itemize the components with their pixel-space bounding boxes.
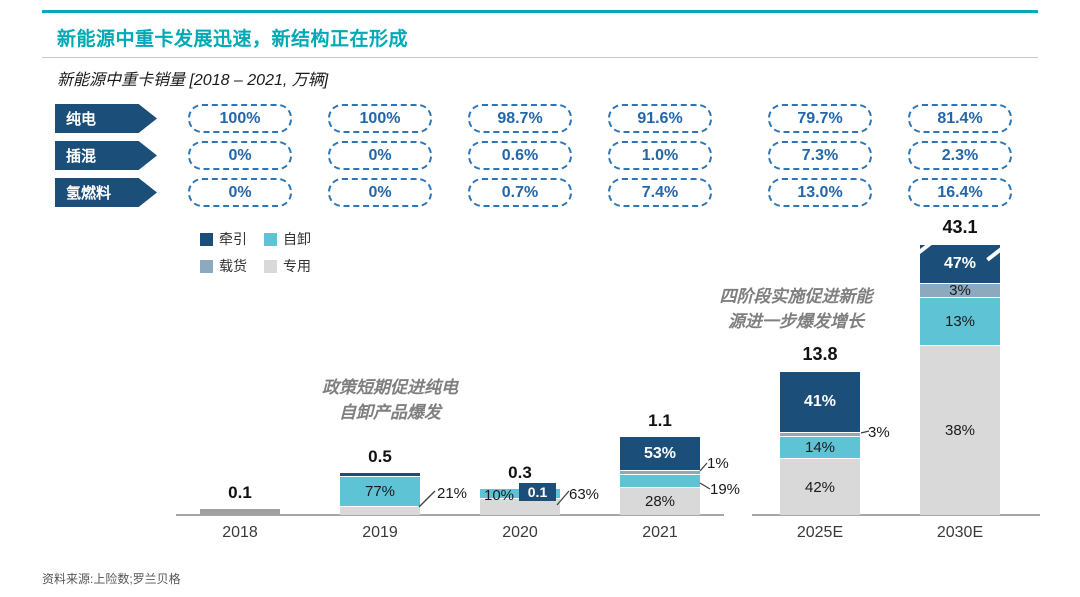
bar-2021-seg-special: 28%	[620, 487, 700, 515]
top-accent-rule	[42, 10, 1038, 13]
callout-2020-dump: 10%	[484, 487, 515, 504]
bar-2030e: 47% 3% 13% 38%	[920, 245, 1000, 515]
bar-2025e-seg-dump: 14%	[780, 436, 860, 458]
total-2019: 0.5	[368, 447, 392, 466]
total-2030e: 43.1	[942, 217, 978, 237]
pure-electric-share-2030e: 81.4%	[908, 104, 1012, 133]
legend-item-traction: 牵引	[200, 229, 264, 249]
phev-share-2025e: 7.3%	[768, 141, 872, 170]
hydrogen-share-2018: 0%	[188, 178, 292, 207]
pure-electric-share-2021: 91.6%	[608, 104, 712, 133]
bar-2021-seg-traction: 53%	[620, 437, 700, 470]
page-title: 新能源中重卡发展迅速，新结构正在形成	[57, 29, 409, 50]
bar-2021-seg-cargo	[620, 470, 700, 474]
pure-electric-share-2018: 100%	[188, 104, 292, 133]
x-label-2018: 2018	[222, 524, 258, 541]
pure-electric-share-2025e: 79.7%	[768, 104, 872, 133]
callout-2019-special: 21%	[437, 485, 468, 502]
x-label-2021: 2021	[642, 524, 678, 541]
x-axis-forecast	[752, 514, 1040, 516]
annotation-stage-line2: 源进一步爆发增长	[728, 311, 864, 331]
callout-2020-traction-chip: 0.1	[519, 483, 556, 501]
legend-label: 牵引	[219, 231, 247, 247]
phev-share-2020: 0.6%	[468, 141, 572, 170]
total-2020: 0.3	[508, 463, 532, 482]
bar-2025e: 41% 14% 42%	[780, 372, 860, 515]
title-divider	[42, 57, 1038, 58]
source-note: 资料来源:上险数;罗兰贝格	[42, 572, 181, 586]
bar-2021: 53% 28%	[620, 437, 700, 515]
total-2025e: 13.8	[802, 344, 838, 364]
legend-item-special: 专用	[264, 256, 328, 276]
bar-2025e-seg-cargo	[780, 432, 860, 436]
pure-electric-share-2019: 100%	[328, 104, 432, 133]
chart-legend: 牵引 自卸 载货 专用	[200, 229, 328, 276]
bar-2025e-seg-special: 42%	[780, 458, 860, 515]
callout-2025e-cargo: 3%	[868, 424, 890, 441]
total-2021: 1.1	[648, 411, 672, 430]
dump-swatch-icon	[264, 232, 277, 246]
bar-2019-seg-traction	[340, 473, 420, 476]
x-label-2019: 2019	[362, 524, 398, 541]
x-label-2020: 2020	[502, 524, 538, 541]
annotation-stage-line1: 四阶段实施促进新能	[719, 287, 873, 306]
hydrogen-share-2019: 0%	[328, 178, 432, 207]
bar-2030e-seg-dump: 13%	[920, 297, 1000, 345]
traction-swatch-icon	[200, 232, 213, 246]
special-swatch-icon	[264, 259, 277, 273]
cargo-swatch-icon	[200, 259, 213, 273]
annotation-policy: 政策短期促进纯电 自卸产品爆发	[280, 376, 500, 425]
annotation-policy-line2: 自卸产品爆发	[339, 402, 441, 422]
bar-2025e-seg-traction: 41%	[780, 372, 860, 432]
phev-share-2018: 0%	[188, 141, 292, 170]
legend-label: 专用	[283, 258, 311, 274]
callout-2021-cargo: 1%	[707, 455, 729, 472]
x-axis-historical	[176, 514, 724, 516]
chart-subtitle: 新能源中重卡销量 [2018 – 2021, 万辆]	[57, 72, 329, 89]
bar-2030e-seg-cargo: 3%	[920, 282, 1000, 299]
bar-2018-seg-total	[200, 509, 280, 515]
bar-2019: 77%	[340, 473, 420, 515]
phev-share-2030e: 2.3%	[908, 141, 1012, 170]
callout-2020-special: 63%	[569, 486, 600, 503]
x-label-2030e: 2030E	[936, 524, 984, 541]
callout-2021-dump: 19%	[710, 481, 741, 498]
hydrogen-share-2030e: 16.4%	[908, 178, 1012, 207]
hydrogen-share-2025e: 13.0%	[768, 178, 872, 207]
powertrain-arrow-hydrogen: 氢燃料	[55, 178, 157, 207]
bar-2030e-seg-special: 38%	[920, 345, 1000, 515]
x-label-2025e: 2025E	[796, 524, 844, 541]
powertrain-arrow-phev: 插混	[55, 141, 157, 170]
powertrain-arrow-pure-electric: 纯电	[55, 104, 157, 133]
legend-item-cargo: 载货	[200, 256, 264, 276]
legend-item-dump: 自卸	[264, 229, 328, 249]
legend-label: 载货	[219, 258, 247, 274]
hydrogen-share-2021: 7.4%	[608, 178, 712, 207]
legend-label: 自卸	[283, 231, 311, 247]
hydrogen-share-2020: 0.7%	[468, 178, 572, 207]
annotation-stage: 四阶段实施促进新能 源进一步爆发增长	[698, 285, 894, 334]
phev-share-2021: 1.0%	[608, 141, 712, 170]
annotation-policy-line1: 政策短期促进纯电	[322, 378, 458, 397]
total-2018: 0.1	[228, 483, 252, 502]
bar-2019-seg-dump: 77%	[340, 476, 420, 506]
bar-2019-seg-special	[340, 506, 420, 515]
bar-2021-seg-dump	[620, 474, 700, 487]
bar-2018	[200, 509, 280, 515]
phev-share-2019: 0%	[328, 141, 432, 170]
bar-2030e-seg-traction: 47%	[920, 245, 1000, 283]
pure-electric-share-2020: 98.7%	[468, 104, 572, 133]
